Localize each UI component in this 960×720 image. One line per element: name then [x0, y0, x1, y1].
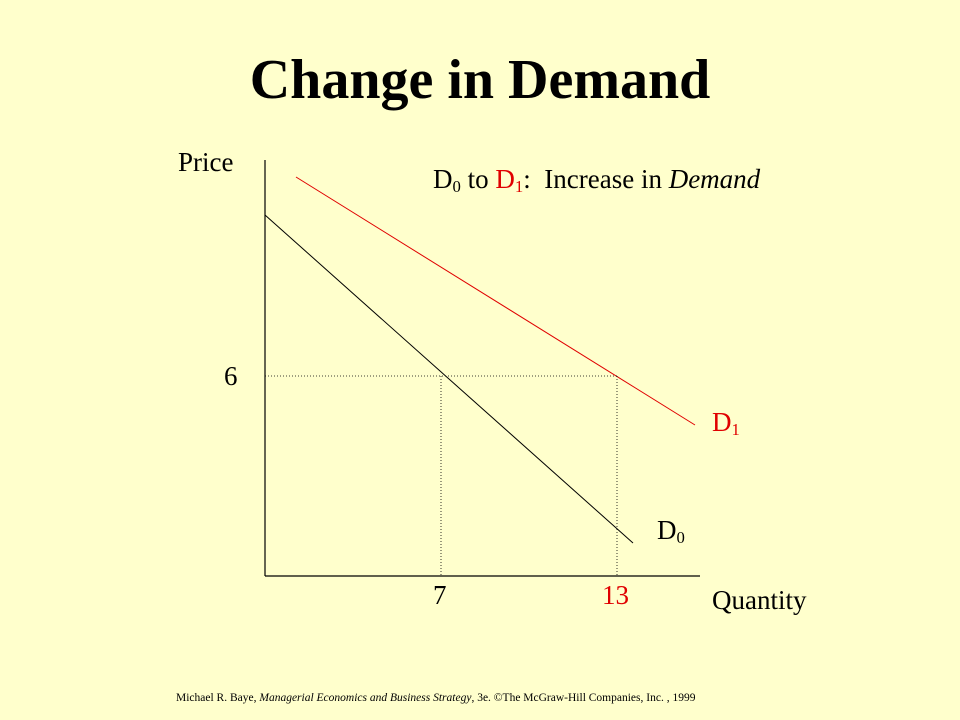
annotation: D0 to D1: Increase in Demand: [433, 164, 761, 197]
footer: Michael R. Baye, Managerial Economics an…: [176, 692, 696, 705]
emphasis: Demand: [668, 164, 761, 194]
y-axis-label: Price: [178, 147, 234, 177]
text: : Increase in: [523, 164, 669, 194]
curve-label-d0: D0: [657, 515, 685, 548]
slide-title: Change in Demand: [249, 49, 711, 111]
quantity-tick: 7: [433, 580, 447, 610]
author: Michael R. Baye,: [176, 692, 260, 704]
subscript: 0: [452, 177, 461, 197]
quantity-tick: 13: [602, 580, 629, 610]
label: D: [495, 164, 515, 194]
label: D: [657, 515, 677, 545]
book-title: Managerial Economics and Business Strate…: [259, 692, 472, 704]
label: D: [712, 407, 732, 437]
demand-curve-d0: [264, 214, 634, 544]
x-axis-label: Quantity: [712, 585, 807, 615]
subscript: 0: [676, 528, 685, 548]
subscript: 1: [514, 177, 524, 197]
subscript: 1: [731, 420, 740, 440]
text: to: [460, 164, 496, 194]
demand-curve-d1: [295, 176, 696, 426]
footer-text: , 3e. ©The McGraw-Hill Companies, Inc. ,…: [471, 692, 696, 704]
curve-label-d1: D1: [712, 407, 740, 440]
label: D: [433, 164, 453, 194]
price-tick: 6: [224, 361, 238, 391]
